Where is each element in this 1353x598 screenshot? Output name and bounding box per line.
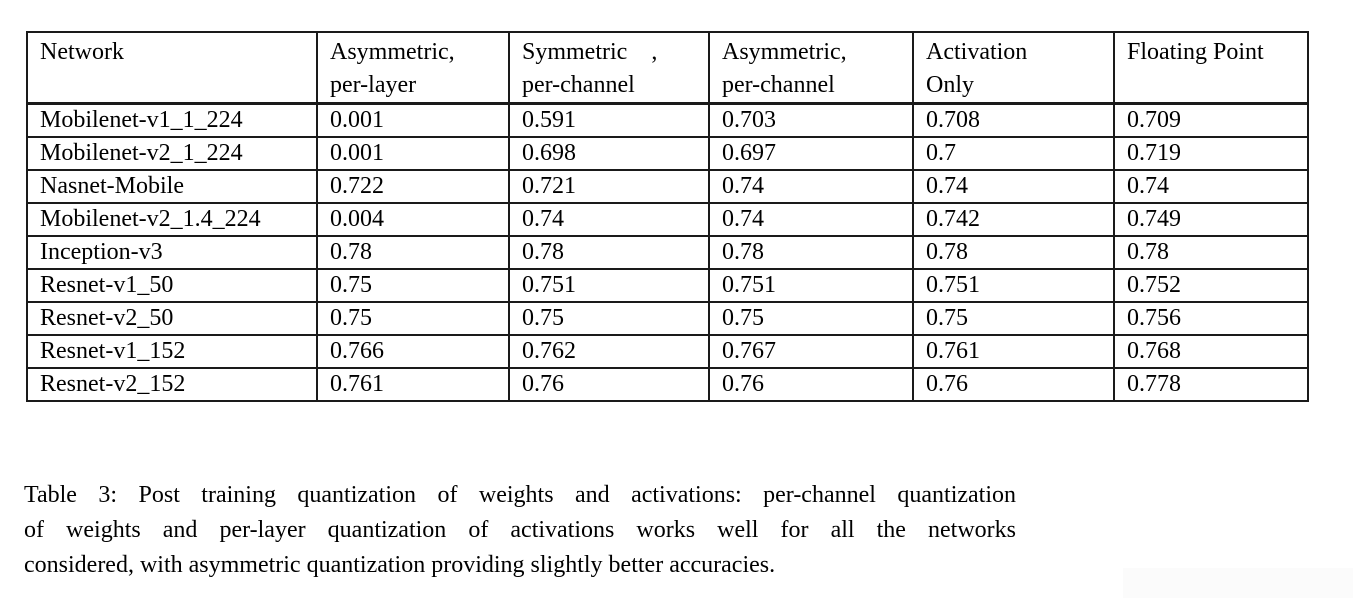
column-header-asymmetric-per-layer: Asymmetric, per-layer	[316, 31, 510, 105]
value-cell: 0.766	[316, 334, 510, 369]
table-row: Nasnet-Mobile 0.722 0.721 0.74 0.74 0.74	[26, 169, 1309, 204]
caption-line-1: Table 3: Post training quantization of w…	[24, 482, 1016, 508]
value-cell: 0.78	[316, 235, 510, 270]
value-cell: 0.756	[1113, 301, 1309, 336]
value-cell: 0.761	[912, 334, 1115, 369]
value-cell: 0.004	[316, 202, 510, 237]
value-cell: 0.768	[1113, 334, 1309, 369]
value-cell: 0.78	[508, 235, 710, 270]
value-cell: 0.697	[708, 136, 914, 171]
network-name-cell: Mobilenet-v1_1_224	[26, 102, 318, 138]
network-name-cell: Nasnet-Mobile	[26, 169, 318, 204]
network-name-cell: Mobilenet-v2_1.4_224	[26, 202, 318, 237]
network-name-cell: Inception-v3	[26, 235, 318, 270]
network-name-cell: Mobilenet-v2_1_224	[26, 136, 318, 171]
column-header-asymmetric-per-channel: Asymmetric, per-channel	[708, 31, 914, 105]
value-cell: 0.78	[1113, 235, 1309, 270]
value-cell: 0.742	[912, 202, 1115, 237]
header-row: Network Asymmetric, per-layer Symmetric …	[26, 31, 1309, 105]
table-row: Resnet-v2_152 0.761 0.76 0.76 0.76 0.778	[26, 367, 1309, 402]
value-cell: 0.76	[912, 367, 1115, 402]
value-cell: 0.749	[1113, 202, 1309, 237]
value-cell: 0.74	[508, 202, 710, 237]
value-cell: 0.751	[508, 268, 710, 303]
value-cell: 0.001	[316, 102, 510, 138]
table-row: Mobilenet-v1_1_224 0.001 0.591 0.703 0.7…	[26, 102, 1309, 138]
column-header-network: Network	[26, 31, 318, 105]
table-row: Resnet-v1_50 0.75 0.751 0.751 0.751 0.75…	[26, 268, 1309, 303]
bottom-right-shaded-region	[1123, 568, 1353, 598]
value-cell: 0.75	[912, 301, 1115, 336]
value-cell: 0.721	[508, 169, 710, 204]
value-cell: 0.722	[316, 169, 510, 204]
column-header-activation-only: Activation Only	[912, 31, 1115, 105]
caption-line-2: of weights and per-layer quantization of…	[24, 517, 1016, 543]
value-cell: 0.74	[708, 169, 914, 204]
network-name-cell: Resnet-v1_152	[26, 334, 318, 369]
table-row: Mobilenet-v2_1_224 0.001 0.698 0.697 0.7…	[26, 136, 1309, 171]
value-cell: 0.78	[708, 235, 914, 270]
value-cell: 0.752	[1113, 268, 1309, 303]
value-cell: 0.76	[508, 367, 710, 402]
value-cell: 0.591	[508, 102, 710, 138]
value-cell: 0.75	[316, 301, 510, 336]
value-cell: 0.74	[708, 202, 914, 237]
column-header-floating-point: Floating Point	[1113, 31, 1309, 105]
value-cell: 0.001	[316, 136, 510, 171]
value-cell: 0.762	[508, 334, 710, 369]
column-header-symmetric-per-channel: Symmetric , per-channel	[508, 31, 710, 105]
value-cell: 0.75	[316, 268, 510, 303]
network-name-cell: Resnet-v2_152	[26, 367, 318, 402]
network-name-cell: Resnet-v1_50	[26, 268, 318, 303]
value-cell: 0.778	[1113, 367, 1309, 402]
value-cell: 0.708	[912, 102, 1115, 138]
value-cell: 0.709	[1113, 102, 1309, 138]
value-cell: 0.74	[1113, 169, 1309, 204]
value-cell: 0.78	[912, 235, 1115, 270]
value-cell: 0.75	[508, 301, 710, 336]
caption-line-3: considered, with asymmetric quantization…	[24, 552, 776, 578]
table-caption: Table 3: Post training quantization of w…	[24, 478, 1016, 583]
value-cell: 0.74	[912, 169, 1115, 204]
table-row: Mobilenet-v2_1.4_224 0.004 0.74 0.74 0.7…	[26, 202, 1309, 237]
value-cell: 0.767	[708, 334, 914, 369]
value-cell: 0.751	[912, 268, 1115, 303]
table-row: Resnet-v2_50 0.75 0.75 0.75 0.75 0.756	[26, 301, 1309, 336]
table-row: Inception-v3 0.78 0.78 0.78 0.78 0.78	[26, 235, 1309, 270]
value-cell: 0.703	[708, 102, 914, 138]
value-cell: 0.7	[912, 136, 1115, 171]
value-cell: 0.751	[708, 268, 914, 303]
value-cell: 0.698	[508, 136, 710, 171]
quantization-results-table: Network Asymmetric, per-layer Symmetric …	[26, 31, 1309, 402]
value-cell: 0.76	[708, 367, 914, 402]
table-row: Resnet-v1_152 0.766 0.762 0.767 0.761 0.…	[26, 334, 1309, 369]
value-cell: 0.719	[1113, 136, 1309, 171]
value-cell: 0.761	[316, 367, 510, 402]
network-name-cell: Resnet-v2_50	[26, 301, 318, 336]
value-cell: 0.75	[708, 301, 914, 336]
